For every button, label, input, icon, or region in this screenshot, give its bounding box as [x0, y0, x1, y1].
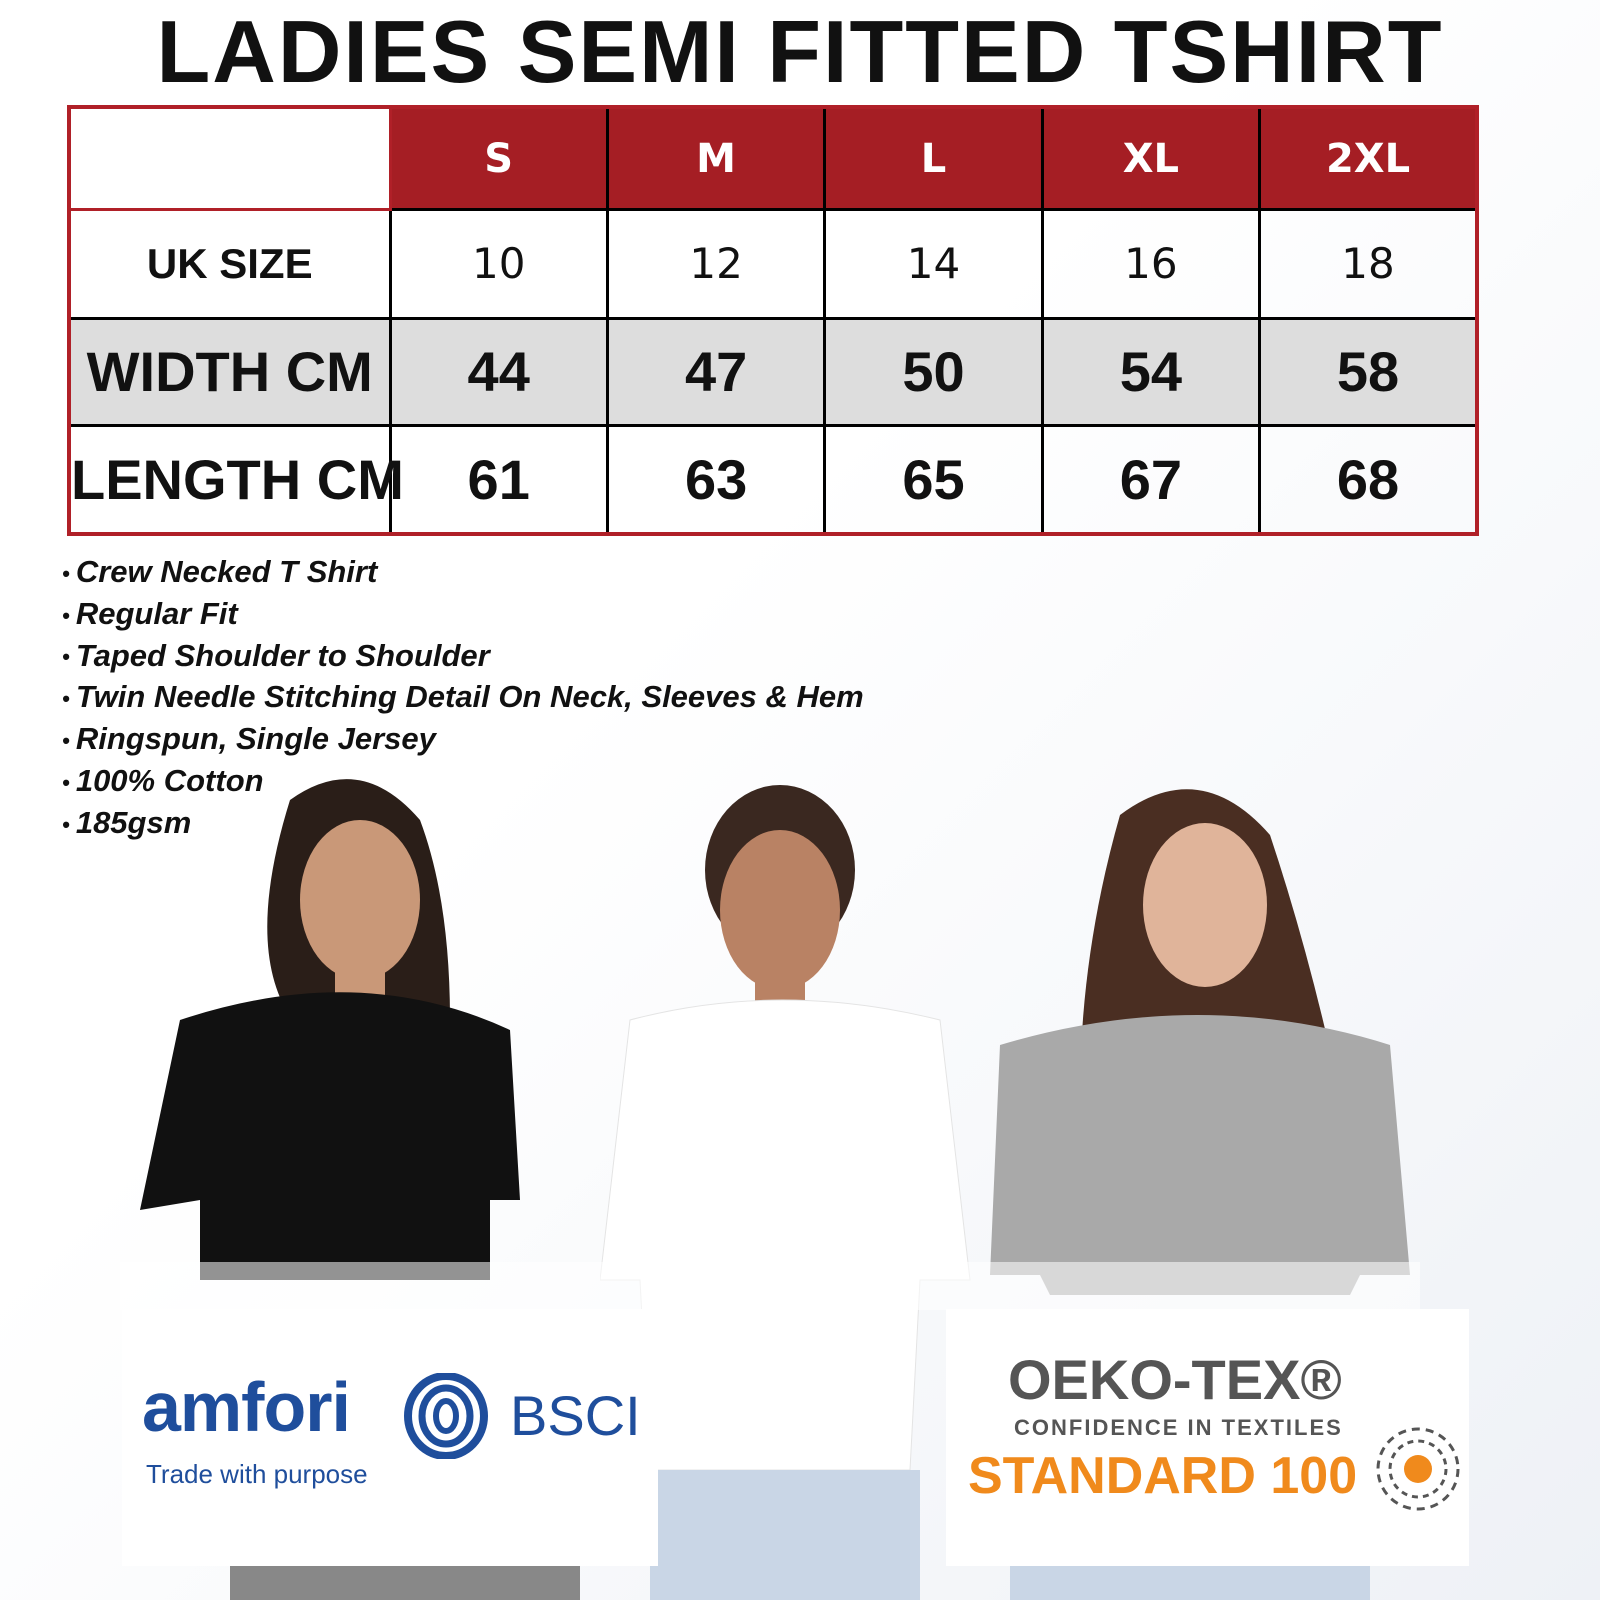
feature-item: Crew Necked T Shirt [62, 552, 864, 594]
cell: 16 [1040, 208, 1262, 320]
size-header-row: S M L XL 2XL [67, 105, 1479, 212]
model-grey-tshirt [990, 789, 1410, 1600]
oeko-flower-globe-icon [1376, 1427, 1460, 1511]
feature-item: 100% Cotton [62, 761, 864, 803]
cell: 63 [605, 423, 827, 536]
cell: 65 [823, 423, 1044, 536]
size-chart-table: S M L XL 2XL UK SIZE 10 12 14 16 18 WIDT… [67, 105, 1479, 536]
page-title: LADIES SEMI FITTED TSHIRT [156, 4, 1444, 100]
cell: 68 [1258, 423, 1479, 536]
cell: 54 [1040, 316, 1262, 427]
oeko-standard: STANDARD 100 [968, 1447, 1358, 1505]
amfori-wordmark: amfori [142, 1368, 351, 1446]
feature-list: Crew Necked T Shirt Regular Fit Taped Sh… [62, 552, 864, 845]
uk-size-row: UK SIZE 10 12 14 16 18 [67, 208, 1479, 320]
cell: 12 [605, 208, 827, 320]
cell: 50 [823, 316, 1044, 427]
feature-item: Ringspun, Single Jersey [62, 719, 864, 761]
cell: 14 [823, 208, 1044, 320]
row-label: LENGTH CM [67, 423, 404, 536]
cell: 18 [1258, 208, 1479, 320]
row-label: UK SIZE [67, 208, 392, 320]
cell: 47 [605, 316, 827, 427]
amfori-tagline: Trade with purpose [146, 1459, 368, 1489]
cell: 10 [388, 208, 609, 320]
oeko-tex-logo: OEKO-TEX® CONFIDENCE IN TEXTILES STANDAR… [946, 1309, 1469, 1566]
cell: 67 [1040, 423, 1262, 536]
size-s: S [388, 105, 609, 212]
length-row: LENGTH CM 61 63 65 67 68 [67, 423, 1479, 536]
cell: 44 [388, 316, 609, 427]
oeko-tagline: CONFIDENCE IN TEXTILES [1014, 1415, 1343, 1440]
feature-item: 185gsm [62, 803, 864, 845]
oeko-tex-wordmark: OEKO-TEX® [1008, 1348, 1342, 1411]
row-label: WIDTH CM [67, 316, 392, 427]
amfori-spiral-icon [404, 1373, 488, 1459]
feature-item: Twin Needle Stitching Detail On Neck, Sl… [62, 677, 864, 719]
fade-overlay [120, 1262, 1420, 1310]
size-m: M [605, 105, 827, 212]
cell: 61 [388, 423, 609, 536]
corner-cell [67, 105, 392, 212]
bsci-wordmark: BSCI [510, 1384, 641, 1447]
size-l: L [823, 105, 1044, 212]
size-2xl: 2XL [1258, 105, 1479, 212]
size-xl: XL [1040, 105, 1262, 212]
feature-item: Taped Shoulder to Shoulder [62, 636, 864, 678]
cell: 58 [1258, 316, 1479, 427]
feature-item: Regular Fit [62, 594, 864, 636]
model-white-tshirt [600, 785, 971, 1600]
amfori-bsci-logo: amfori BSCI Trade with purpose [122, 1309, 658, 1566]
width-row: WIDTH CM 44 47 50 54 58 [67, 316, 1479, 427]
